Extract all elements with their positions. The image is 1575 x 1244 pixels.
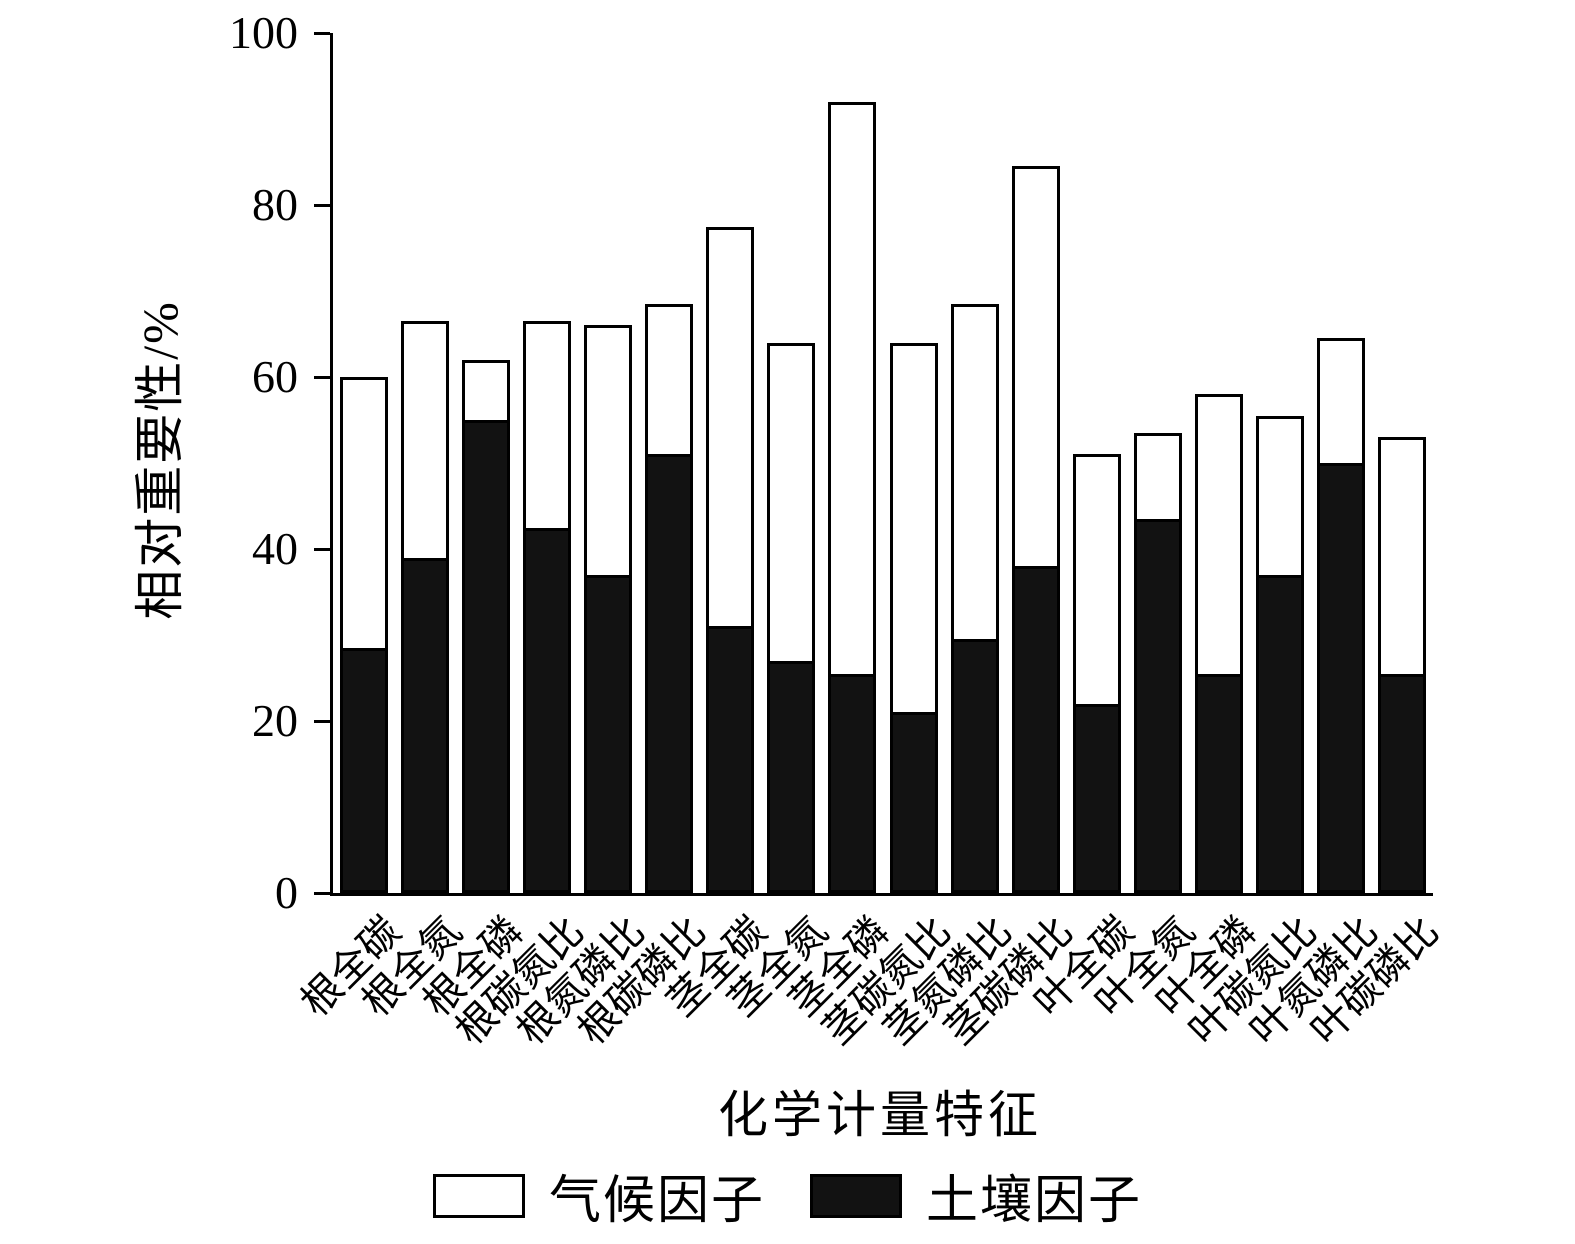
bar-segment-soil-factor [828, 673, 877, 893]
bar-segment-soil-factor [584, 574, 632, 893]
y-axis-tick [314, 375, 330, 379]
bar-2 [400, 321, 449, 893]
bar-segment-climate-factor [889, 342, 938, 713]
bar-segment-soil-factor [706, 626, 755, 893]
bar-segment-climate-factor [645, 303, 694, 455]
bar-segment-climate-factor [400, 321, 449, 558]
bar-8 [767, 342, 816, 893]
bar-7 [706, 226, 755, 893]
bar-segment-soil-factor [950, 639, 999, 893]
bar-segment-climate-factor [339, 377, 388, 648]
bar-segment-climate-factor [1195, 394, 1244, 674]
legend-swatch-soil-factor [810, 1173, 902, 1218]
y-axis-tick [314, 547, 330, 551]
bar-segment-soil-factor [1256, 574, 1305, 893]
bar-segment-soil-factor [461, 420, 510, 893]
legend-item-soil-factor: 土壤因子 [810, 1158, 1142, 1233]
bar-1 [339, 377, 388, 893]
legend-label-soil-factor: 土壤因子 [926, 1173, 1143, 1230]
bar-18 [1378, 437, 1427, 893]
bar-segment-climate-factor [950, 303, 999, 640]
bar-17 [1317, 338, 1366, 893]
y-axis-tick [314, 719, 330, 723]
y-axis-tick [314, 891, 330, 895]
bar-segment-soil-factor [767, 660, 816, 893]
bar-5 [584, 325, 632, 893]
bar-segment-climate-factor [828, 101, 877, 674]
legend: 气候因子 土壤因子 [0, 1158, 1575, 1233]
bar-segment-soil-factor [1134, 518, 1182, 893]
y-axis-tick-label: 40 [252, 523, 298, 574]
y-axis-tick-label: 80 [252, 179, 298, 230]
bar-12 [1011, 166, 1060, 893]
bar-segment-climate-factor [1011, 166, 1060, 567]
plot-area: 0 20 40 60 80 100 根全碳 根全氮 根全磷 根碳氮比 根氮磷比 根碳磷比 茎全碳 茎全氮茎… [229, 7, 1448, 1053]
bar-13 [1072, 454, 1121, 893]
bar-segment-soil-factor [1317, 463, 1366, 893]
bar-15 [1195, 394, 1244, 893]
y-axis-tick-label: 0 [275, 867, 298, 918]
bar-16 [1256, 415, 1305, 893]
legend-label-climate-factor: 气候因子 [548, 1173, 765, 1230]
bar-segment-climate-factor [1072, 454, 1121, 704]
bar-3 [461, 359, 510, 893]
bar-segment-climate-factor [522, 321, 571, 528]
bar-segment-climate-factor [1317, 338, 1366, 463]
bar-4 [522, 321, 571, 893]
bar-segment-soil-factor [522, 527, 571, 893]
x-axis-label: 化学计量特征 [718, 1087, 1042, 1143]
bar-segment-climate-factor [584, 325, 632, 575]
bar-segment-climate-factor [767, 342, 816, 661]
bar-segment-soil-factor [1011, 566, 1060, 893]
y-axis-tick-label: 20 [252, 695, 298, 746]
bar-6 [645, 303, 694, 893]
bar-14 [1134, 432, 1182, 893]
bar-segment-soil-factor [1378, 673, 1427, 893]
bar-segment-soil-factor [339, 647, 388, 893]
bar-segment-soil-factor [1072, 703, 1121, 893]
bar-segment-soil-factor [400, 557, 449, 893]
legend-item-climate-factor: 气候因子 [432, 1158, 765, 1233]
bar-segment-soil-factor [889, 712, 938, 893]
y-axis-tick-label: 60 [252, 351, 298, 402]
bar-9 [828, 101, 877, 893]
bar-segment-climate-factor [706, 226, 755, 627]
bar-segment-climate-factor [1256, 415, 1305, 575]
bar-segment-soil-factor [1195, 673, 1244, 893]
y-axis-tick-label: 100 [229, 7, 298, 58]
bar-segment-climate-factor [1134, 432, 1182, 519]
bar-10 [889, 342, 938, 893]
bar-segment-climate-factor [461, 359, 510, 420]
bar-11 [950, 303, 999, 893]
legend-swatch-climate-factor [432, 1173, 525, 1218]
y-axis-tick [314, 203, 330, 207]
bar-segment-climate-factor [1378, 437, 1427, 674]
bar-segment-soil-factor [645, 454, 694, 893]
y-axis-tick [314, 31, 330, 35]
